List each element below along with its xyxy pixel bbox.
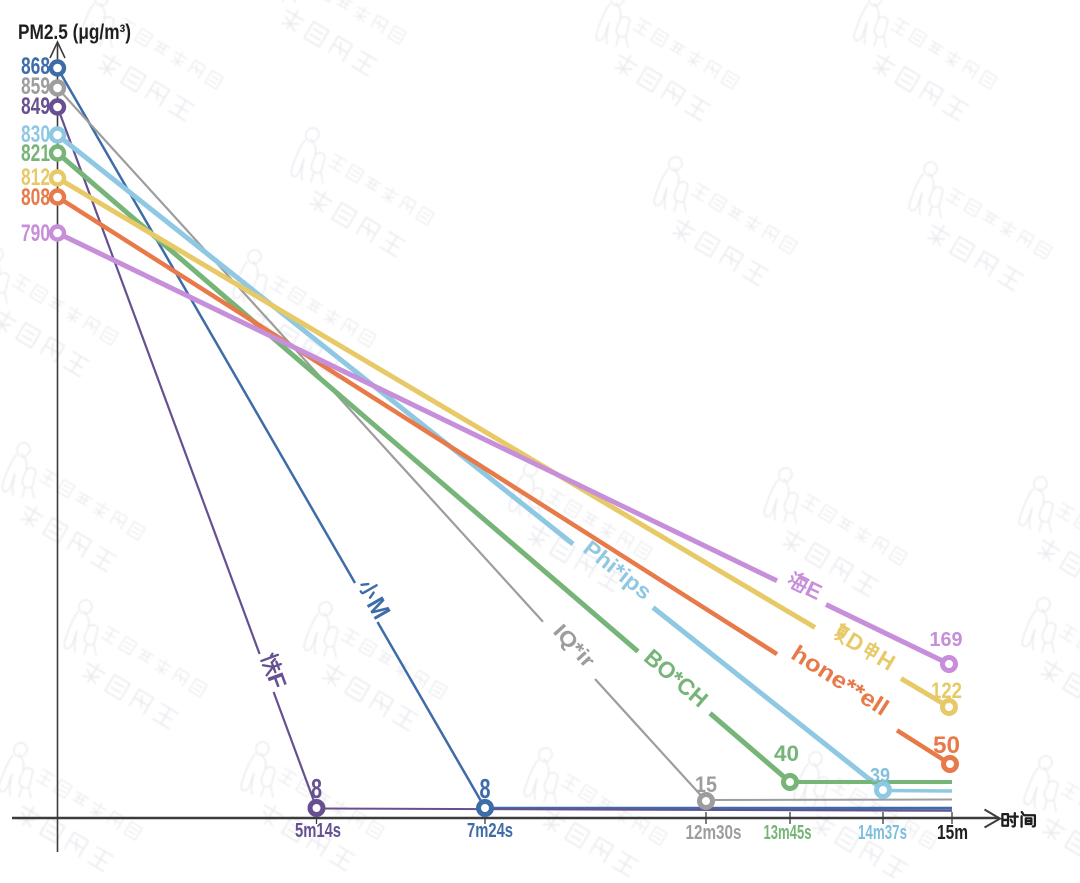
svg-text:39: 39 <box>870 765 890 787</box>
svg-text:50: 50 <box>933 732 960 759</box>
svg-text:8: 8 <box>480 773 491 804</box>
svg-text:812: 812 <box>21 164 50 191</box>
svg-text:13m45s: 13m45s <box>764 822 812 844</box>
svg-text:808: 808 <box>21 184 50 211</box>
svg-text:PM2.5 (μg/m³): PM2.5 (μg/m³) <box>18 21 131 44</box>
svg-text:790: 790 <box>21 220 50 247</box>
svg-text:122: 122 <box>931 678 962 703</box>
svg-text:12m30s: 12m30s <box>686 822 742 844</box>
svg-text:7m24s: 7m24s <box>467 820 513 842</box>
svg-text:849: 849 <box>21 93 50 120</box>
svg-text:5m14s: 5m14s <box>295 820 341 842</box>
svg-text:15: 15 <box>695 772 717 797</box>
svg-text:15m: 15m <box>937 822 968 844</box>
svg-text:859: 859 <box>21 73 50 100</box>
svg-text:40: 40 <box>774 741 799 766</box>
svg-text:821: 821 <box>21 140 50 167</box>
svg-text:169: 169 <box>930 629 963 651</box>
svg-text:8: 8 <box>311 773 322 804</box>
svg-text:14m37s: 14m37s <box>858 822 907 844</box>
svg-text:830: 830 <box>21 121 50 148</box>
svg-text:868: 868 <box>21 53 50 80</box>
